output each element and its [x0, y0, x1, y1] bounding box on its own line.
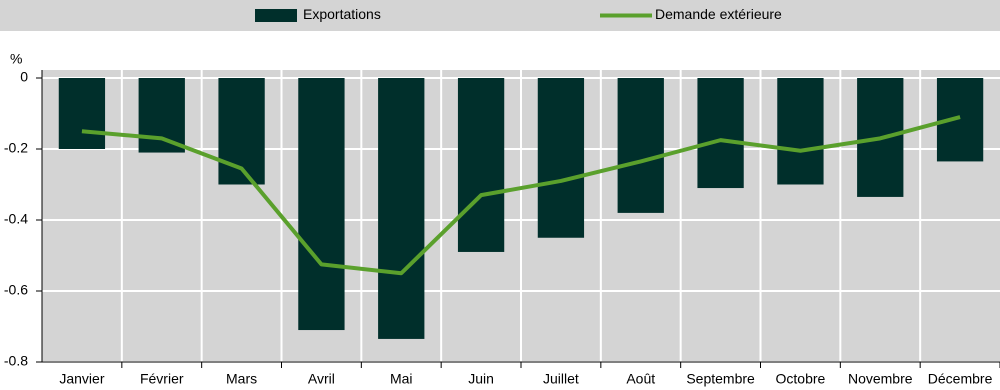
bar — [617, 78, 664, 213]
bar — [58, 78, 106, 149]
line — [81, 115, 961, 276]
x-tick-label: Septembre — [686, 371, 755, 387]
legend-label: Demande extérieure — [655, 6, 782, 22]
x-tick-label: Mars — [226, 371, 257, 387]
x-tick-label: Avril — [308, 371, 335, 387]
y-axis-label: % — [10, 51, 22, 67]
y-tick-label: 0 — [20, 69, 28, 85]
x-tick-label: Mai — [390, 371, 413, 387]
legend-background — [0, 0, 1000, 31]
x-tick-label: Janvier — [59, 371, 104, 387]
bar — [378, 78, 425, 339]
bar — [457, 78, 505, 252]
y-tick-label: -0.2 — [4, 140, 28, 156]
bar — [138, 78, 185, 153]
x-tick-label: Octobre — [776, 371, 826, 387]
x-tick-label: Juillet — [543, 371, 579, 387]
bar — [537, 78, 585, 238]
x-tick-label: Août — [626, 371, 655, 387]
bar — [298, 78, 345, 331]
x-tick-label: Décembre — [928, 371, 993, 387]
x-tick-label: Juin — [468, 371, 494, 387]
y-tick-label: -0.6 — [4, 282, 28, 298]
y-tick-label: -0.4 — [4, 211, 28, 227]
legend-swatch — [255, 9, 297, 22]
legend-label: Exportations — [303, 6, 381, 22]
bar — [697, 78, 744, 189]
x-tick-label: Février — [140, 371, 184, 387]
x-tick-label: Novembre — [848, 371, 913, 387]
bar — [777, 78, 824, 185]
y-tick-label: -0.8 — [4, 353, 28, 369]
